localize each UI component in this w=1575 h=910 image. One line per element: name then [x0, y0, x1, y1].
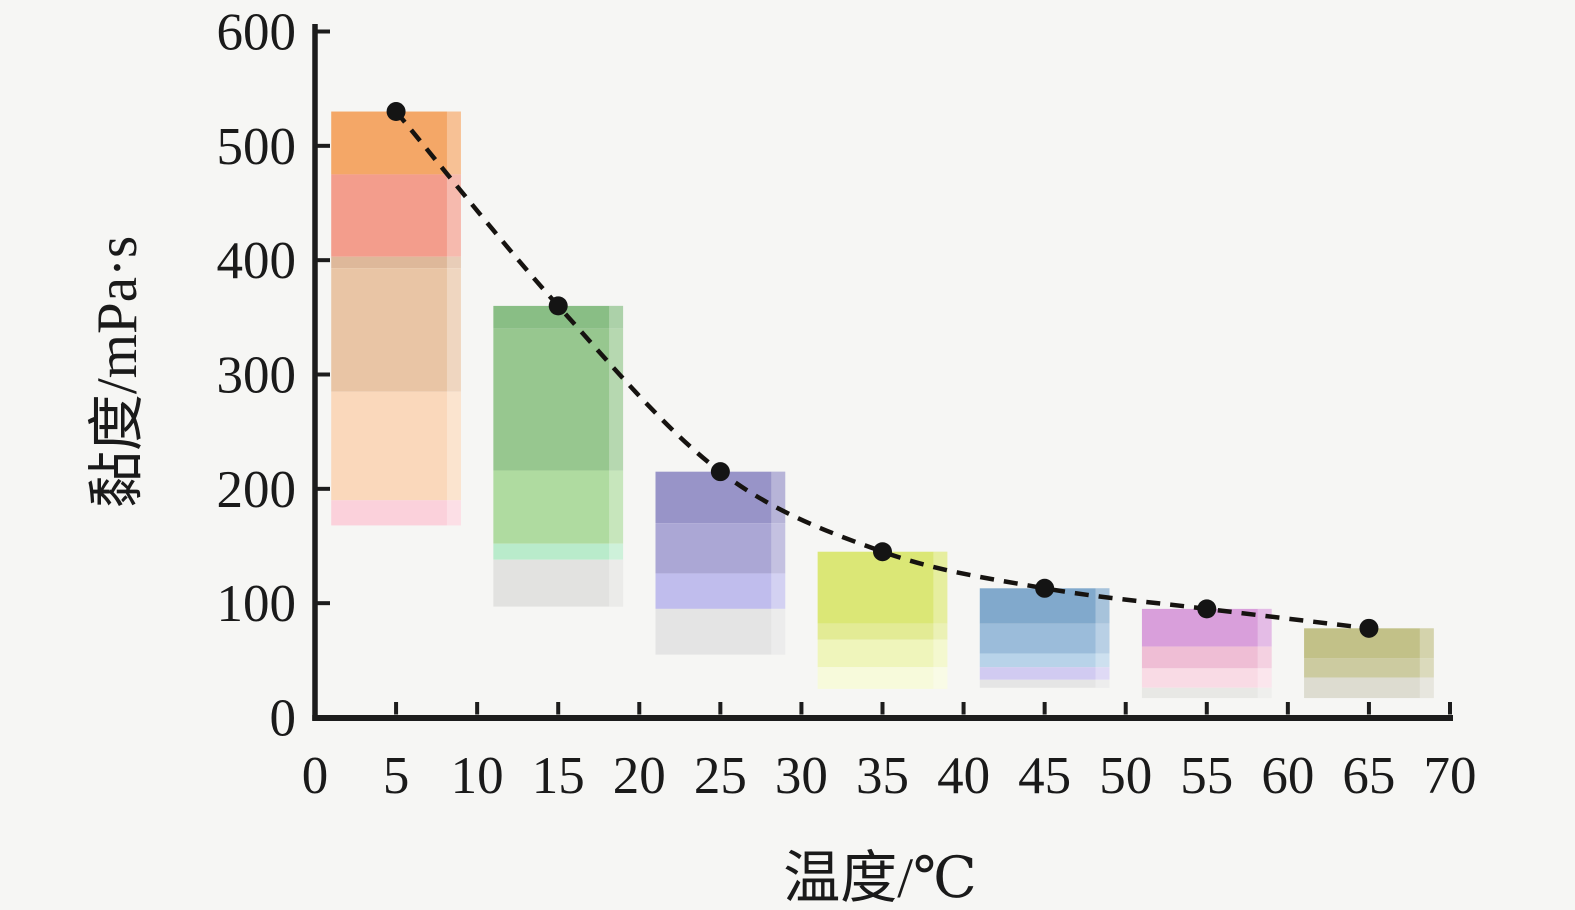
- bar-edge-highlight: [771, 471, 786, 655]
- data-point-marker: [1359, 618, 1379, 638]
- bar-edge-highlight: [1095, 588, 1110, 688]
- y-axis-title: 黏度/mPa·s: [86, 235, 149, 509]
- bar-segment: [1304, 677, 1434, 699]
- x-tick-label: 20: [613, 747, 666, 805]
- x-tick-label: 45: [1018, 747, 1071, 805]
- y-tick-label: 400: [217, 232, 297, 290]
- bar-segment: [1304, 658, 1434, 678]
- x-tick-label: 5: [383, 747, 410, 805]
- data-point-marker: [1035, 578, 1055, 598]
- x-tick-label: 30: [775, 747, 828, 805]
- x-tick-label: 25: [694, 747, 747, 805]
- x-tick-label: 50: [1099, 747, 1152, 805]
- bar-segment: [817, 639, 948, 668]
- y-tick-label: 500: [217, 118, 297, 176]
- bar-edge-highlight: [446, 111, 461, 526]
- data-point-marker: [1197, 599, 1217, 619]
- bar-segment: [1141, 646, 1272, 669]
- x-tick-label: 40: [937, 747, 990, 805]
- x-tick-label: 35: [856, 747, 909, 805]
- bar-segment: [331, 500, 461, 526]
- bar-edge-highlight: [933, 551, 948, 689]
- bar-segment: [331, 391, 461, 501]
- bar-segment: [493, 328, 624, 471]
- bar-segment: [1141, 687, 1272, 699]
- bar-segment: [331, 268, 461, 392]
- y-tick-label: 200: [217, 461, 297, 519]
- bar-segment: [655, 573, 786, 609]
- x-tick-label: 65: [1342, 747, 1395, 805]
- x-tick-label: 0: [302, 747, 329, 805]
- bar-segment: [331, 111, 461, 175]
- x-tick-label: 55: [1180, 747, 1233, 805]
- bar-segment: [493, 543, 624, 560]
- bar-segment: [979, 679, 1110, 688]
- bar-segment: [979, 653, 1110, 668]
- bar-segment: [1141, 668, 1272, 688]
- bar-segment: [817, 551, 948, 624]
- data-point-marker: [873, 542, 892, 562]
- x-tick-label: 70: [1424, 747, 1477, 805]
- bar-segment: [493, 470, 624, 544]
- data-point-marker: [386, 102, 406, 122]
- y-tick-label: 600: [217, 4, 297, 62]
- x-tick-label: 60: [1261, 747, 1314, 805]
- bar-segment: [817, 623, 948, 640]
- bar-segment: [817, 667, 948, 689]
- bar-segment: [655, 608, 786, 655]
- bar-segment: [331, 174, 461, 257]
- y-tick-label: 100: [217, 575, 297, 633]
- bar-edge-highlight: [1257, 608, 1272, 699]
- x-axis-title: 温度/℃: [783, 847, 977, 910]
- x-tick-label: 10: [451, 747, 504, 805]
- data-point-marker: [548, 296, 568, 316]
- bar-segment: [493, 559, 624, 607]
- bar-segment: [493, 305, 624, 329]
- bar-edge-highlight: [1419, 628, 1434, 699]
- data-point-marker: [710, 462, 730, 482]
- y-tick-label: 300: [217, 347, 297, 405]
- y-tick-label: 0: [270, 690, 297, 748]
- bar-segment: [979, 667, 1110, 680]
- bar-segment: [331, 256, 461, 269]
- bar-edge-highlight: [609, 305, 624, 607]
- x-tick-label: 15: [532, 747, 585, 805]
- bar-segment: [979, 623, 1110, 654]
- bar-segment: [655, 523, 786, 574]
